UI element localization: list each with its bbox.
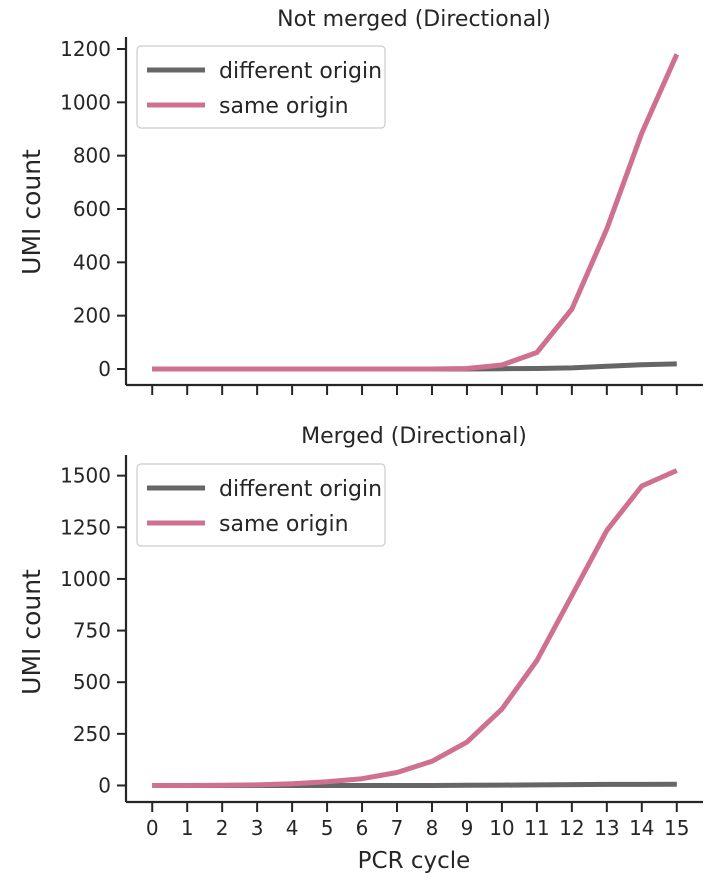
bottom-chart-legend: different origin same origin bbox=[136, 463, 386, 547]
bottom-chart-y-axis-label: UMI count bbox=[17, 569, 46, 695]
bottom-chart-y-tick-label: 750 bbox=[73, 619, 111, 643]
bottom-chart-panel: Merged (Directional) UMI count PCR cycle… bbox=[17, 424, 703, 874]
top-chart-legend-label-different-origin: different origin bbox=[219, 59, 382, 84]
top-chart-y-tick-label: 600 bbox=[73, 197, 111, 221]
top-chart-legend-label-same-origin: same origin bbox=[219, 94, 349, 119]
bottom-chart-x-tick-label: 10 bbox=[489, 816, 514, 840]
bottom-chart-y-tick-label: 0 bbox=[98, 773, 111, 797]
top-chart-legend: different origin same origin bbox=[136, 45, 386, 129]
bottom-chart-y-tick-label: 1500 bbox=[60, 464, 111, 488]
bottom-chart-x-tick-label: 9 bbox=[461, 816, 474, 840]
bottom-chart-y-tick-label: 1250 bbox=[60, 515, 111, 539]
bottom-chart-series-same-origin bbox=[152, 468, 678, 788]
bottom-chart-x-tick-label: 15 bbox=[664, 816, 689, 840]
bottom-chart-x-tick-label: 5 bbox=[321, 816, 334, 840]
bottom-chart-x-tick-label: 4 bbox=[286, 816, 299, 840]
bottom-chart-y-tick-label: 1000 bbox=[60, 567, 111, 591]
bottom-chart-legend-label-different-origin: different origin bbox=[219, 477, 382, 502]
bottom-chart-x-tick-label: 8 bbox=[426, 816, 439, 840]
bottom-chart-x-tick-label: 0 bbox=[146, 816, 159, 840]
bottom-chart-legend-label-same-origin: same origin bbox=[219, 512, 349, 537]
top-chart-title: Not merged (Directional) bbox=[277, 7, 551, 32]
bottom-chart-x-tick-label: 3 bbox=[251, 816, 264, 840]
bottom-chart-x-tick-label: 2 bbox=[216, 816, 229, 840]
top-chart-panel: Not merged (Directional) UMI count 0 200 4… bbox=[17, 7, 703, 395]
bottom-chart-x-axis-label: PCR cycle bbox=[358, 848, 471, 874]
bottom-chart-x-tick-label: 6 bbox=[356, 816, 369, 840]
top-chart-y-tick-label: 400 bbox=[73, 250, 111, 274]
bottom-chart-y-tick-label: 250 bbox=[73, 722, 111, 746]
bottom-chart-x-tick-label: 7 bbox=[391, 816, 404, 840]
bottom-chart-x-tick-label: 11 bbox=[524, 816, 549, 840]
bottom-chart-title: Merged (Directional) bbox=[301, 424, 527, 449]
bottom-chart-x-tick-label: 14 bbox=[629, 816, 654, 840]
bottom-chart-x-tick-label: 1 bbox=[181, 816, 194, 840]
top-chart-y-tick-label: 1200 bbox=[60, 37, 111, 61]
top-chart-y-tick-label: 1000 bbox=[60, 90, 111, 114]
top-chart-y-tick-label: 200 bbox=[73, 304, 111, 328]
bottom-chart-y-tick-label: 500 bbox=[73, 670, 111, 694]
top-chart-y-tick-label: 0 bbox=[98, 357, 111, 381]
top-chart-y-tick-label: 800 bbox=[73, 144, 111, 168]
top-chart-series-same-origin bbox=[152, 53, 680, 372]
bottom-chart-x-tick-label: 13 bbox=[594, 816, 619, 840]
bottom-chart-x-tick-label: 12 bbox=[559, 816, 584, 840]
top-chart-y-axis-label: UMI count bbox=[17, 149, 46, 275]
